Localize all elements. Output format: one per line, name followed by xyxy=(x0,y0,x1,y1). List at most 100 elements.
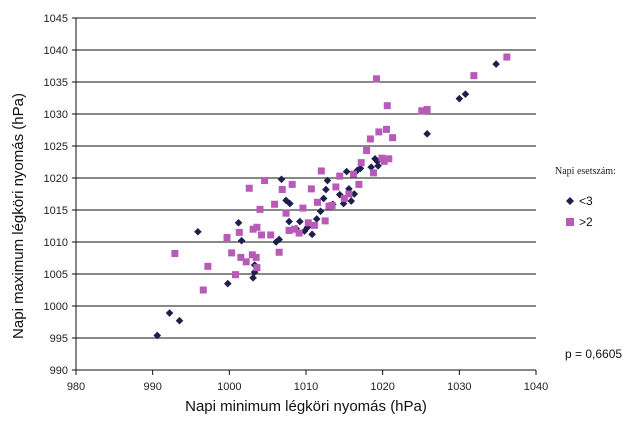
x-tick-label-4: 1020 xyxy=(370,381,394,393)
point-lt3-27 xyxy=(335,190,344,199)
point-gt2-4 xyxy=(228,249,236,257)
point-lt3-35 xyxy=(367,163,375,171)
point-gt2-25 xyxy=(291,225,298,233)
legend-marker-lt3 xyxy=(566,197,574,205)
point-gt2-41 xyxy=(355,180,363,188)
point-gt2-27 xyxy=(299,204,307,212)
point-gt2-7 xyxy=(237,253,245,261)
legend-label-lt3: <3 xyxy=(579,194,593,208)
y-tick-label-9: 1035 xyxy=(44,77,68,89)
y-tick-label-8: 1030 xyxy=(44,109,68,121)
point-lt3-24 xyxy=(322,185,330,194)
point-lt3-5 xyxy=(234,219,243,227)
point-gt2-53 xyxy=(389,134,397,142)
point-gt2-47 xyxy=(375,128,383,136)
series-lt3-points xyxy=(153,60,500,340)
point-gt2-54 xyxy=(418,107,426,115)
point-gt2-39 xyxy=(345,190,353,198)
point-lt3-17 xyxy=(296,217,304,226)
point-gt2-19 xyxy=(271,200,279,208)
point-lt3-1 xyxy=(165,309,174,317)
series-gt2-points xyxy=(171,53,511,294)
point-lt3-34 xyxy=(356,164,365,173)
y-axis-title: Napi maximum légköri nyomás (hPa) xyxy=(10,93,27,339)
point-lt3-20 xyxy=(308,230,316,239)
point-gt2-18 xyxy=(267,231,275,239)
point-gt2-51 xyxy=(383,102,391,110)
point-lt3-37 xyxy=(373,157,382,166)
point-lt3-22 xyxy=(316,207,325,216)
point-gt2-26 xyxy=(295,229,303,237)
y-tick-label-6: 1020 xyxy=(44,173,68,185)
y-tick-label-5: 1015 xyxy=(44,205,68,217)
point-gt2-44 xyxy=(366,135,374,143)
point-gt2-40 xyxy=(350,170,358,178)
point-gt2-46 xyxy=(373,75,381,83)
point-lt3-21 xyxy=(312,215,321,223)
x-axis-title: Napi minimum légköri nyomás (hPa) xyxy=(185,398,427,415)
point-gt2-33 xyxy=(321,217,329,225)
point-gt2-35 xyxy=(328,202,336,210)
point-lt3-39 xyxy=(423,130,431,138)
point-gt2-56 xyxy=(470,72,478,80)
chart-axes xyxy=(75,18,536,371)
point-gt2-12 xyxy=(252,253,260,261)
y-tick-label-1: 995 xyxy=(50,333,68,345)
point-lt3-6 xyxy=(237,236,246,245)
y-tick-label-11: 1045 xyxy=(44,13,68,25)
point-lt3-0 xyxy=(153,331,162,340)
y-tick-label-10: 1040 xyxy=(44,45,68,57)
y-tick-label-3: 1005 xyxy=(44,269,68,281)
p-value-annotation: p = 0,6605 xyxy=(565,347,622,361)
point-gt2-38 xyxy=(340,194,348,202)
point-gt2-24 xyxy=(288,180,296,188)
point-lt3-7 xyxy=(249,274,257,282)
y-tick-label-2: 1000 xyxy=(44,301,68,313)
point-gt2-32 xyxy=(317,167,325,175)
legend-marker-gt2 xyxy=(566,218,574,226)
point-lt3-36 xyxy=(371,155,379,163)
point-lt3-2 xyxy=(175,316,184,325)
point-gt2-49 xyxy=(380,157,388,165)
point-lt3-3 xyxy=(194,227,202,236)
y-tick-label-7: 1025 xyxy=(44,141,68,153)
point-gt2-30 xyxy=(310,221,318,229)
y-axis-ticks: 990 995 1000 1005 1010 1015 1020 1025 1030 1035 10… xyxy=(44,13,76,377)
point-gt2-23 xyxy=(285,226,293,234)
point-gt2-9 xyxy=(245,184,253,192)
x-tick-label-0: 980 xyxy=(67,381,85,393)
horizontal-gridlines xyxy=(76,17,536,371)
point-lt3-4 xyxy=(224,279,232,288)
point-lt3-15 xyxy=(285,217,293,226)
legend: Napi esetszám: <3 >2 xyxy=(555,166,616,229)
point-gt2-22 xyxy=(282,209,290,217)
y-tick-label-4: 1010 xyxy=(44,237,68,249)
point-lt3-38 xyxy=(374,162,382,170)
point-lt3-11 xyxy=(275,235,283,244)
point-gt2-1 xyxy=(199,286,207,294)
point-gt2-21 xyxy=(278,186,286,194)
x-tick-label-1: 990 xyxy=(143,381,161,393)
point-gt2-5 xyxy=(231,271,239,279)
point-gt2-45 xyxy=(369,169,377,177)
point-gt2-20 xyxy=(275,248,283,256)
point-gt2-29 xyxy=(307,185,315,193)
point-gt2-3 xyxy=(223,234,231,242)
point-gt2-11 xyxy=(249,225,257,233)
x-axis-ticks: 980 990 1000 1010 1020 1030 1040 xyxy=(67,370,548,393)
point-gt2-17 xyxy=(261,177,269,185)
point-gt2-57 xyxy=(503,53,511,61)
point-gt2-2 xyxy=(204,262,212,270)
point-lt3-29 xyxy=(342,167,351,176)
point-gt2-52 xyxy=(385,155,393,163)
x-tick-label-5: 1030 xyxy=(447,381,471,393)
point-gt2-15 xyxy=(256,205,264,213)
point-lt3-40 xyxy=(455,94,464,103)
point-gt2-0 xyxy=(171,250,179,258)
point-lt3-31 xyxy=(347,197,356,205)
point-lt3-28 xyxy=(339,199,348,208)
point-gt2-6 xyxy=(235,228,243,236)
point-gt2-16 xyxy=(258,231,266,239)
point-lt3-42 xyxy=(492,60,500,68)
